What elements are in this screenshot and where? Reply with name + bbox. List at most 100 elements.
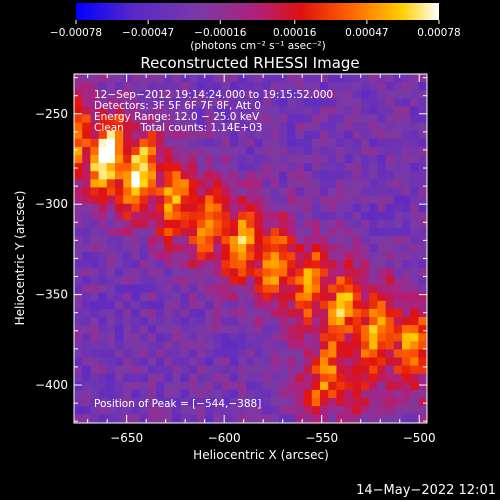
heatmap-cell (98, 130, 108, 140)
heatmap-cell (188, 398, 198, 407)
heatmap-cell (361, 422, 370, 423)
heatmap-cell (238, 90, 247, 99)
heatmap-cell (303, 179, 313, 188)
heatmap-cell (344, 146, 354, 156)
heatmap-cell (320, 292, 329, 302)
heatmap-cell (361, 155, 370, 164)
heatmap-cell (164, 195, 173, 204)
heatmap-cell (369, 203, 378, 213)
heatmap-cell (82, 398, 91, 407)
heatmap-cell (164, 349, 173, 358)
heatmap-cell (131, 373, 140, 383)
heatmap-cell (303, 284, 313, 294)
heatmap-cell (254, 163, 263, 172)
heatmap-cell (377, 252, 386, 261)
heatmap-cell (303, 171, 313, 180)
heatmap-cell (82, 341, 91, 350)
heatmap-cell (311, 219, 321, 229)
heatmap-cell (180, 98, 190, 107)
heatmap-cell (303, 365, 313, 375)
heatmap-cell (115, 381, 124, 391)
heatmap-cell (402, 122, 411, 132)
heatmap-cell (74, 252, 83, 261)
heatmap-cell (238, 284, 247, 294)
heatmap-cell (279, 203, 288, 213)
heatmap-cell (344, 308, 354, 318)
heatmap-cell (123, 333, 132, 342)
heatmap-cell (270, 114, 280, 123)
heatmap-cell (221, 122, 231, 132)
heatmap-cell (295, 317, 304, 326)
heatmap-cell (344, 90, 354, 99)
heatmap-cell (328, 398, 337, 407)
heatmap-cell (369, 179, 378, 188)
heatmap-cell (262, 227, 272, 237)
heatmap-cell (221, 98, 231, 107)
heatmap-cell (115, 179, 124, 188)
heatmap-cell (188, 163, 198, 172)
heatmap-cell (344, 317, 354, 326)
heatmap-cell (205, 276, 214, 285)
heatmap-cell (402, 203, 411, 213)
heatmap-cell (115, 203, 124, 213)
heatmap-cell (156, 414, 165, 423)
heatmap-cell (402, 341, 411, 350)
heatmap-cell (229, 365, 239, 375)
heatmap-cell (328, 373, 337, 383)
heatmap-cell (426, 284, 427, 294)
heatmap-cell (205, 284, 214, 294)
heatmap-cell (115, 389, 124, 399)
heatmap-cell (270, 308, 280, 318)
heatmap-cell (74, 90, 83, 99)
heatmap-cell (402, 236, 411, 245)
heatmap-cell (221, 138, 231, 148)
heatmap-cell (238, 195, 247, 204)
heatmap-cell (82, 227, 91, 237)
heatmap-cell (188, 227, 198, 237)
heatmap-cell (393, 373, 403, 383)
heatmap-cell (205, 82, 214, 91)
heatmap-cell (385, 227, 395, 237)
heatmap-cell (410, 130, 419, 140)
heatmap-cell (369, 292, 378, 302)
heatmap-cell (311, 195, 321, 204)
heatmap-cell (82, 211, 91, 221)
heatmap-cell (188, 381, 198, 391)
heatmap-cell (213, 333, 222, 342)
heatmap-cell (369, 325, 378, 334)
heatmap-cell (320, 106, 329, 115)
heatmap-cell (115, 155, 124, 164)
heatmap-cell (361, 98, 370, 107)
heatmap-cell (254, 365, 263, 375)
heatmap-cell (82, 122, 91, 132)
heatmap-cell (254, 422, 263, 423)
heatmap-cell (410, 122, 419, 132)
heatmap-cell (172, 179, 181, 188)
heatmap-cell (336, 317, 345, 326)
heatmap-cell (147, 333, 157, 342)
heatmap-cell (172, 155, 181, 164)
heatmap-cell (74, 130, 83, 140)
heatmap-cell (328, 82, 337, 91)
heatmap-cell (123, 187, 132, 196)
heatmap-cell (123, 341, 132, 350)
heatmap-cell (361, 138, 370, 148)
heatmap-cell (311, 90, 321, 99)
heatmap-cell (156, 341, 165, 350)
heatmap-cell (303, 389, 313, 399)
heatmap-cell (238, 398, 247, 407)
heatmap-cell (369, 252, 378, 261)
heatmap-cell (82, 138, 91, 148)
heatmap-cell (115, 227, 124, 237)
heatmap-cell (238, 219, 247, 229)
heatmap-cell (320, 244, 329, 253)
heatmap-cell (229, 284, 239, 294)
heatmap-cell (418, 422, 427, 423)
heatmap-cell (377, 138, 386, 148)
heatmap-cell (98, 211, 108, 221)
heatmap-cell (402, 106, 411, 115)
heatmap-cell (320, 90, 329, 99)
heatmap-cell (147, 82, 157, 91)
heatmap-cell (402, 252, 411, 261)
heatmap-cell (106, 90, 116, 99)
